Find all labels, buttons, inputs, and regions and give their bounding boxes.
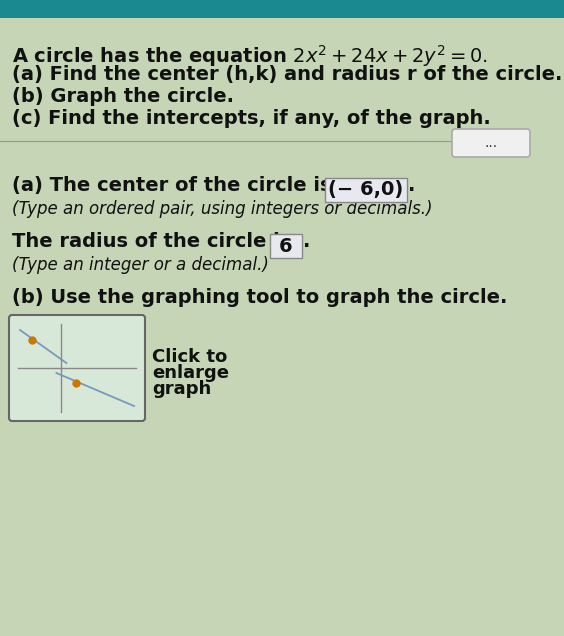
Text: Click to: Click to — [152, 348, 227, 366]
Text: (a) Find the center (h,k) and radius r of the circle.: (a) Find the center (h,k) and radius r o… — [12, 65, 562, 84]
Text: The radius of the circle is: The radius of the circle is — [12, 232, 291, 251]
FancyBboxPatch shape — [325, 178, 407, 202]
Text: enlarge: enlarge — [152, 364, 229, 382]
Text: (− 6,0): (− 6,0) — [328, 181, 404, 200]
FancyBboxPatch shape — [270, 234, 302, 258]
Bar — [0, 0, 564, 18]
Text: (Type an integer or a decimal.): (Type an integer or a decimal.) — [12, 256, 269, 274]
Text: (b) Graph the circle.: (b) Graph the circle. — [12, 87, 234, 106]
Text: (a) The center of the circle is: (a) The center of the circle is — [12, 176, 332, 195]
Text: .: . — [408, 176, 415, 195]
Text: (Type an ordered pair, using integers or decimals.): (Type an ordered pair, using integers or… — [12, 200, 433, 218]
Text: (b) Use the graphing tool to graph the circle.: (b) Use the graphing tool to graph the c… — [12, 288, 508, 307]
Text: graph: graph — [152, 380, 212, 398]
Text: A circle has the equation $2x^2 + 24x + 2y^2 = 0.$: A circle has the equation $2x^2 + 24x + … — [12, 43, 488, 69]
FancyBboxPatch shape — [452, 129, 530, 157]
Text: ...: ... — [484, 136, 497, 150]
FancyBboxPatch shape — [9, 315, 145, 421]
Text: .: . — [303, 232, 310, 251]
Text: 6: 6 — [279, 237, 293, 256]
Text: (c) Find the intercepts, if any, of the graph.: (c) Find the intercepts, if any, of the … — [12, 109, 491, 128]
